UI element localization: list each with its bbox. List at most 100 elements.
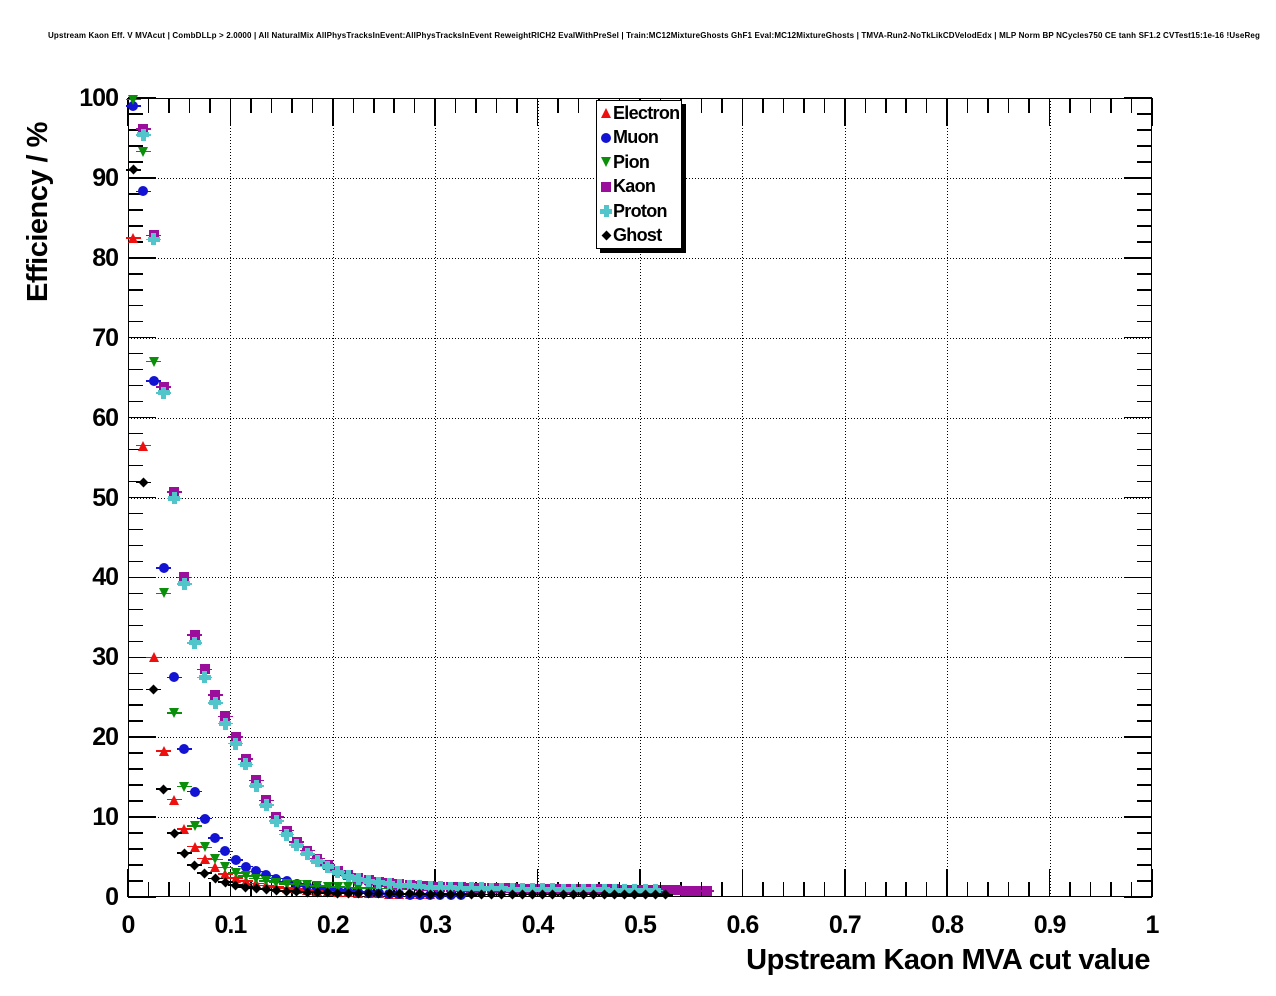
plus-bar-v: [550, 883, 556, 896]
plus-bar-v: [212, 696, 218, 709]
muon-marker-icon: [128, 100, 139, 111]
y-tick: [128, 368, 143, 371]
plus-bar-v: [437, 881, 443, 894]
plus-bar-v: [202, 671, 208, 684]
pion-marker-icon: [240, 871, 251, 882]
x-tick: [1151, 98, 1153, 126]
y-tick: [128, 336, 156, 339]
kaon-marker-icon: [670, 885, 681, 896]
plus-bar-v: [407, 879, 413, 892]
electron-marker-icon: [158, 745, 169, 756]
x-tick: [823, 882, 826, 897]
pion-marker-icon: [332, 882, 343, 892]
y-tick: [128, 273, 143, 275]
proton-marker-icon: [209, 696, 222, 709]
legend-label-muon: Muon: [613, 127, 659, 148]
legend-item-pion: Pion: [597, 150, 681, 175]
kaon-marker-icon: [210, 689, 221, 700]
pion-marker-icon: [138, 146, 149, 157]
pion-marker-icon: [210, 854, 221, 865]
y-tick: [1137, 145, 1152, 147]
y-tick: [1137, 113, 1152, 115]
y-tick: [128, 320, 143, 323]
x-tick-label: 0.4: [521, 911, 555, 939]
x-tick: [1007, 98, 1010, 113]
y-tick-label: 20: [92, 723, 119, 752]
y-tick: [1137, 800, 1152, 802]
y-tick: [128, 113, 143, 115]
x-tick: [393, 98, 395, 113]
legend-label-pion: Pion: [613, 151, 650, 172]
plus-bar-v: [335, 866, 341, 879]
y-gridline: [128, 337, 1152, 339]
y-tick: [128, 416, 156, 419]
x-tick-label: 0.8: [931, 911, 964, 939]
y-tick: [128, 880, 143, 882]
x-tick: [925, 98, 928, 113]
plus-bar-v: [171, 492, 177, 505]
x-tick: [332, 869, 334, 897]
x-tick-label: 1: [1145, 911, 1160, 939]
legend-item-muon: Muon: [597, 126, 681, 151]
plus-bar-v: [603, 205, 609, 218]
x-tick: [987, 98, 989, 113]
x-tick: [1110, 882, 1112, 897]
proton-marker-icon: [557, 883, 570, 896]
y-tick: [1137, 304, 1152, 307]
y-tick: [1137, 384, 1152, 387]
muon-marker-icon: [240, 861, 251, 872]
plus-bar-v: [355, 873, 361, 886]
x-tick: [1048, 869, 1051, 897]
muon-marker-icon: [169, 672, 180, 683]
pion-marker-icon: [363, 883, 374, 894]
proton-marker-icon: [260, 799, 273, 812]
legend-label-proton: Proton: [613, 200, 667, 221]
proton-marker-icon: [424, 881, 437, 893]
x-tick-label: 0.1: [214, 911, 248, 939]
y-tick: [128, 384, 143, 387]
plus-bar-v: [140, 128, 146, 141]
plus-bar-v: [468, 882, 474, 895]
x-tick: [1130, 98, 1133, 113]
y-tick-label: 100: [79, 84, 119, 112]
x-tick: [188, 98, 191, 113]
proton-marker-icon: [168, 492, 181, 505]
x-tick: [1048, 98, 1051, 126]
y-gridline: [128, 497, 1152, 499]
plus-bar-v: [396, 879, 402, 891]
x-tick: [188, 882, 191, 897]
y-tick: [128, 624, 143, 627]
legend-marker-cell: [598, 130, 613, 146]
y-tick: [128, 656, 156, 659]
kaon-marker-icon: [199, 664, 210, 675]
x-tick: [577, 98, 580, 113]
y-tick: [1137, 560, 1152, 563]
x-tick: [229, 869, 232, 897]
y-tick: [128, 161, 143, 163]
x-tick-label: 0.5: [624, 911, 657, 939]
pion-marker-icon: [148, 356, 159, 367]
y-tick: [1137, 480, 1152, 483]
y-gridline: [128, 257, 1152, 259]
y-tick: [128, 848, 143, 850]
electron-marker-icon: [199, 853, 210, 864]
plus-bar-v: [448, 881, 454, 894]
x-tick: [557, 98, 559, 113]
proton-marker-icon: [383, 877, 396, 890]
x-tick: [516, 98, 518, 113]
pion-marker-icon: [601, 157, 611, 168]
x-tick: [147, 882, 150, 897]
x-tick-label: 0.9: [1033, 911, 1067, 939]
proton-marker-icon: [526, 883, 539, 896]
y-tick: [1137, 448, 1152, 451]
muon-marker-icon: [199, 813, 210, 824]
x-tick: [864, 882, 867, 897]
x-tick: [823, 98, 826, 113]
proton-marker-icon: [290, 839, 303, 852]
proton-marker-icon: [600, 205, 612, 218]
x-tick: [987, 882, 989, 897]
plus-bar-v: [233, 737, 239, 750]
y-tick: [128, 592, 143, 595]
x-tick: [413, 98, 416, 113]
